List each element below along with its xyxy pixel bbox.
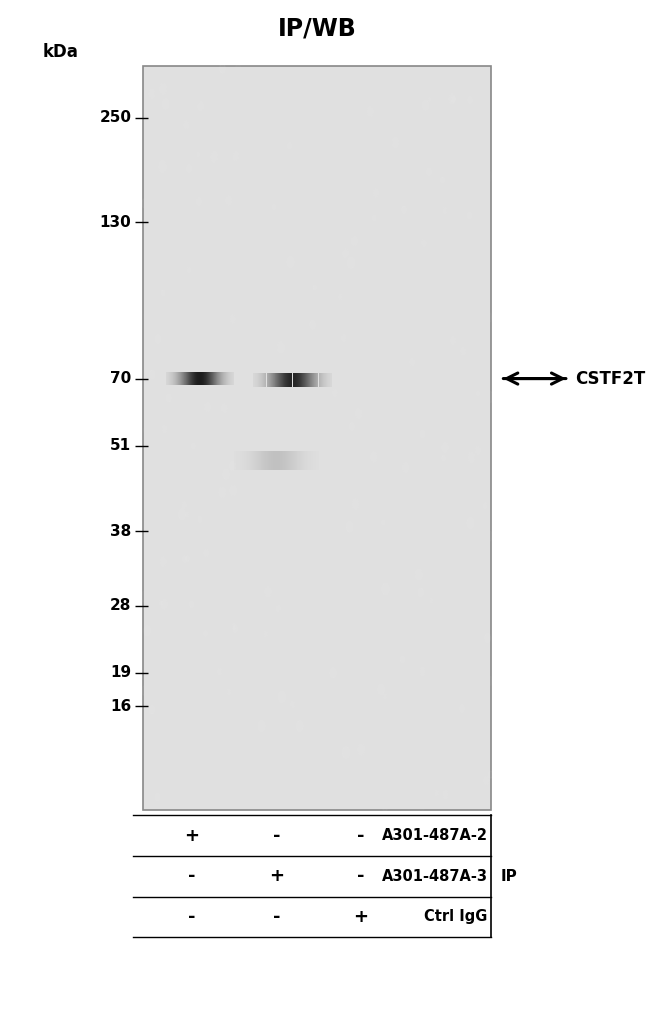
Text: 28: 28 [110,598,131,613]
Text: 16: 16 [110,699,131,714]
Text: +: + [268,867,284,885]
Text: -: - [357,827,365,845]
Text: kDa: kDa [42,43,78,61]
Text: IP: IP [500,869,517,883]
Text: 19: 19 [111,666,131,680]
Text: 38: 38 [110,524,131,539]
Text: -: - [272,827,280,845]
Text: 250: 250 [99,110,131,126]
Bar [143,66,491,810]
Text: -: - [272,908,280,926]
Text: +: + [184,827,200,845]
Text: +: + [353,908,369,926]
Text: -: - [357,867,365,885]
Text: -: - [188,867,196,885]
Text: Ctrl IgG: Ctrl IgG [424,910,488,924]
Text: 51: 51 [111,438,131,453]
Text: A301-487A-2: A301-487A-2 [382,829,488,843]
Text: 130: 130 [99,215,131,230]
Text: 70: 70 [110,371,131,386]
Text: -: - [188,908,196,926]
Text: CSTF2T: CSTF2T [575,370,645,388]
Text: A301-487A-3: A301-487A-3 [382,869,488,883]
Text: IP/WB: IP/WB [278,16,356,41]
